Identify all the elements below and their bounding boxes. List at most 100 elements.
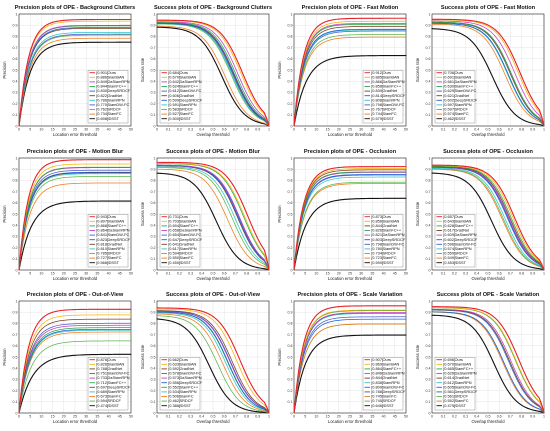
legend-label: SiamDW-FC <box>179 88 201 93</box>
legend-score: [0.723] <box>371 255 383 260</box>
y-tick-label: 0.9 <box>13 167 18 171</box>
x-tick-label: 20 <box>62 128 66 132</box>
legend-score: [0.808] <box>371 97 383 102</box>
legend-score: [0.665] <box>443 366 455 371</box>
series-line-dasiamrpn <box>431 20 544 127</box>
x-tick-label: 0.1 <box>165 128 170 132</box>
legend-label: SiamDW-FC <box>383 241 405 246</box>
legend: [0.684] Ours[0.670] SiamBAN[0.642] DaSiamRP… <box>159 70 202 124</box>
series-line-fdsst <box>18 199 132 271</box>
legend-label: SiamFC++ <box>383 84 402 89</box>
series-line-siamfc- <box>156 22 269 127</box>
x-tick-label: 45 <box>118 415 122 419</box>
series-line-siamfc- <box>431 165 544 270</box>
y-tick-label: 0.5 <box>150 212 155 216</box>
legend-score: [0.592] <box>168 366 180 371</box>
series-group <box>430 18 545 127</box>
y-tick-label: 0.5 <box>425 68 430 72</box>
legend-score: [0.579] <box>371 116 383 121</box>
chart-panel: Success plots of OPE - Occlusion 0 0.1 0.2 0… <box>413 144 550 287</box>
y-tick-label: 0.2 <box>425 245 430 249</box>
legend-score: [0.590] <box>371 259 383 264</box>
y-tick-label: 0.1 <box>288 113 293 117</box>
x-tick-label: 35 <box>95 415 99 419</box>
chart-panel: Precision plots of OPE - Fast Motion 0 5 10… <box>275 0 412 143</box>
chart-svg: Precision plots of OPE - Scale Variation… <box>277 292 408 424</box>
y-tick-label: 0.2 <box>13 389 18 393</box>
legend-score: [0.646] <box>371 403 383 408</box>
series-line-siamban <box>293 20 407 127</box>
legend-score: [0.694] <box>168 223 180 228</box>
y-axis-label: Precision <box>2 204 7 222</box>
legend-score: [0.856] <box>371 218 383 223</box>
y-tick-label: 0.9 <box>13 24 18 28</box>
y-tick-label: 0.3 <box>288 378 293 382</box>
legend-score: [0.849] <box>96 79 108 84</box>
legend-score: [0.556] <box>168 380 180 385</box>
y-tick-label: 0.9 <box>13 311 18 315</box>
legend-label: SiamFC++ <box>108 380 127 385</box>
x-tick-label: 50 <box>404 128 408 132</box>
legend-label: DaSiamRPN <box>454 371 476 376</box>
series-line-srdcf <box>18 340 132 414</box>
legend-label: Ours <box>108 70 116 75</box>
y-tick-label: 0.4 <box>150 223 155 227</box>
legend-score: [0.591] <box>168 102 180 107</box>
legend-score: [0.745] <box>371 394 383 399</box>
legend-score: [0.574] <box>443 246 455 251</box>
legend-label: Ours <box>454 357 462 362</box>
legend-label: DaSiamRPN <box>383 371 405 376</box>
chart-panel: Precision plots of OPE - Background Clut… <box>0 0 137 143</box>
legend-label: SRDCF <box>454 394 468 399</box>
legend-score: [0.785] <box>96 250 108 255</box>
legend-score: [0.596] <box>443 241 455 246</box>
legend-label: SiamFC++ <box>454 366 473 371</box>
series-line-fdsst <box>430 28 545 127</box>
x-tick-label: 50 <box>404 415 408 419</box>
legend-score: [0.684] <box>168 70 180 75</box>
y-tick-label: 0 <box>291 411 293 415</box>
y-tick-label: 1 <box>428 12 430 16</box>
legend-label: GradNet <box>179 241 195 246</box>
y-tick-label: 0.4 <box>13 367 18 371</box>
series-line-siamdw-fc <box>18 169 132 270</box>
legend-label: GradNet <box>383 375 399 380</box>
legend-score: [0.798] <box>371 102 383 107</box>
legend-score: [0.821] <box>371 232 383 237</box>
series-line-siamfc- <box>431 21 544 127</box>
legend-score: [0.559] <box>443 250 455 255</box>
series-group <box>155 19 270 127</box>
legend-label: SiamFC++ <box>179 384 198 389</box>
legend-label: DeepSRDCF <box>108 236 131 241</box>
legend-box <box>362 357 404 411</box>
legend-score: [0.624] <box>168 84 180 89</box>
x-tick-label: 0.2 <box>451 415 456 419</box>
legend-score: [0.901] <box>96 70 108 75</box>
y-tick-label: 0.6 <box>288 344 293 348</box>
chart-title: Precision plots of OPE - Scale Variation <box>297 292 403 298</box>
legend-score: [0.641] <box>168 241 180 246</box>
series-line-ours <box>293 305 407 414</box>
y-tick-label: 0.9 <box>150 167 155 171</box>
y-tick-label: 0.9 <box>288 24 293 28</box>
legend-label: SRDCF <box>383 250 397 255</box>
legend-score: [0.838] <box>371 380 383 385</box>
chart-svg: Precision plots of OPE - Background Clut… <box>2 5 135 137</box>
series-group <box>18 158 132 271</box>
x-axis-label: Overlap threshold <box>196 276 230 281</box>
y-tick-label: 0.1 <box>425 400 430 404</box>
x-tick-label: 0.8 <box>519 271 524 275</box>
legend-label: SiamDW-FC <box>108 102 130 107</box>
legend-label: DeepSRDCF <box>179 97 202 102</box>
x-tick-label: 35 <box>95 128 99 132</box>
legend-score: [0.822] <box>96 93 108 98</box>
series-line-fdsst <box>430 314 545 414</box>
legend-label: Ours <box>179 213 187 218</box>
x-tick-label: 20 <box>337 271 341 275</box>
x-tick-label: 0.6 <box>496 415 501 419</box>
legend-label: SRDCF <box>383 398 397 403</box>
y-tick-label: 0.8 <box>425 35 430 39</box>
legend-score: [0.846] <box>371 371 383 376</box>
